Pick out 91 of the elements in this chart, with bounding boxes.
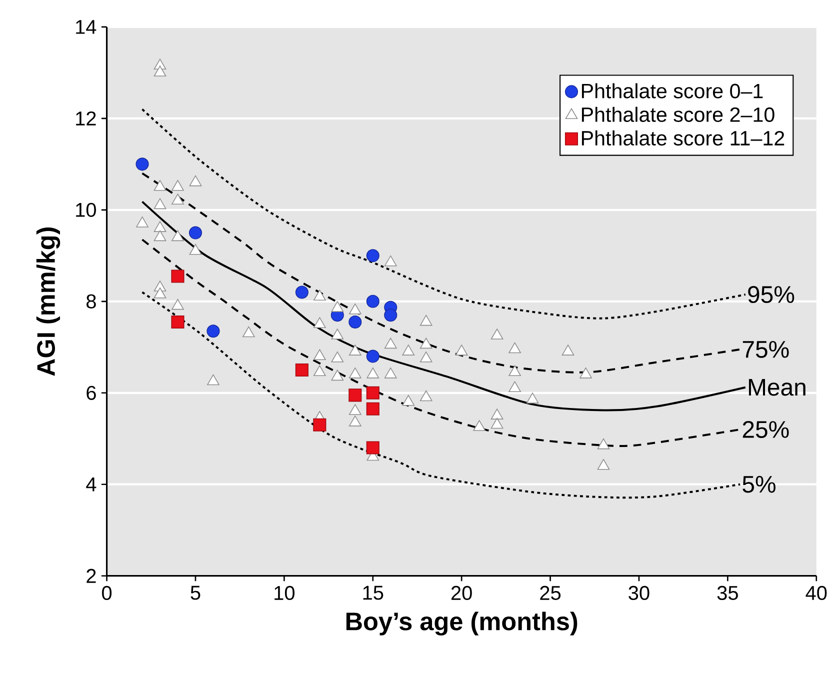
point — [314, 365, 326, 376]
y-tick-label: 2 — [86, 569, 96, 583]
point — [384, 256, 397, 266]
series-label: 75% — [742, 341, 789, 358]
y-tick-label: 8 — [86, 294, 96, 309]
point — [366, 441, 380, 454]
point — [207, 374, 220, 386]
point — [331, 352, 344, 362]
point — [154, 221, 166, 232]
point — [348, 388, 362, 402]
point — [206, 324, 220, 338]
point — [420, 315, 432, 326]
point — [366, 368, 380, 378]
point — [242, 326, 255, 338]
x-tick-label: 40 — [806, 586, 827, 600]
x-tick-label: 35 — [717, 586, 738, 600]
y-tick-label: 6 — [86, 386, 96, 400]
point — [420, 352, 432, 362]
legend-label: Phthalate score 2–10 — [582, 106, 774, 122]
point — [189, 176, 202, 186]
point — [171, 270, 184, 283]
point — [331, 328, 344, 340]
point — [331, 370, 344, 381]
x-tick-label: 15 — [363, 586, 384, 600]
series-label: 95% — [748, 286, 794, 304]
x-tick-label: 20 — [451, 586, 472, 600]
point — [384, 368, 397, 378]
point — [402, 344, 415, 356]
y-tick-label: 10 — [76, 203, 96, 218]
point — [366, 350, 380, 363]
point — [348, 368, 362, 378]
point — [188, 226, 202, 240]
point — [314, 349, 326, 360]
point — [526, 392, 539, 404]
point — [295, 364, 308, 377]
x-tick-label: 10 — [274, 586, 294, 600]
point — [508, 342, 521, 354]
line-series — [141, 291, 742, 499]
series-label: 25% — [742, 421, 789, 438]
y-axis-title: AGI (mm/kg) — [36, 228, 60, 376]
point — [295, 286, 308, 299]
point — [331, 301, 344, 312]
x-tick-label: 25 — [540, 586, 561, 600]
point — [314, 317, 326, 328]
point — [455, 344, 468, 356]
point — [348, 416, 362, 427]
point — [490, 418, 504, 429]
point — [562, 344, 574, 356]
x-tick-label: 0 — [102, 586, 112, 600]
point — [154, 66, 166, 77]
point — [348, 404, 362, 416]
point — [490, 328, 504, 340]
point — [384, 308, 398, 322]
y-tick-label: 12 — [76, 112, 96, 126]
point — [154, 288, 166, 298]
point — [508, 365, 521, 376]
series-label: 5% — [742, 476, 776, 493]
point — [154, 180, 166, 191]
point — [580, 368, 592, 378]
point — [597, 459, 610, 470]
point — [420, 338, 432, 349]
point — [402, 395, 415, 406]
x-axis-title: Boy’s age (months) — [346, 612, 578, 636]
point — [172, 230, 184, 242]
point — [348, 344, 362, 356]
point — [490, 408, 504, 420]
point — [420, 390, 432, 402]
point — [154, 230, 166, 242]
point — [508, 381, 521, 392]
point — [314, 290, 326, 301]
point — [154, 198, 166, 210]
x-tick-label: 5 — [190, 586, 200, 600]
point — [597, 438, 610, 450]
point — [172, 194, 184, 205]
point — [136, 158, 149, 171]
point — [384, 338, 397, 349]
point — [136, 216, 148, 228]
point — [172, 180, 184, 191]
point — [172, 299, 184, 310]
point — [366, 249, 380, 262]
series-label: Mean — [748, 379, 806, 396]
y-tick-label: 4 — [86, 478, 96, 492]
point — [189, 244, 202, 255]
legend-label: Phthalate score 0–1 — [582, 83, 763, 99]
point — [348, 304, 362, 314]
y-tick-label: 14 — [76, 20, 96, 34]
point — [171, 316, 184, 329]
x-tick-label: 30 — [628, 586, 650, 600]
point — [348, 316, 362, 329]
legend-label: Phthalate score 11–12 — [582, 130, 784, 146]
point — [473, 420, 486, 432]
